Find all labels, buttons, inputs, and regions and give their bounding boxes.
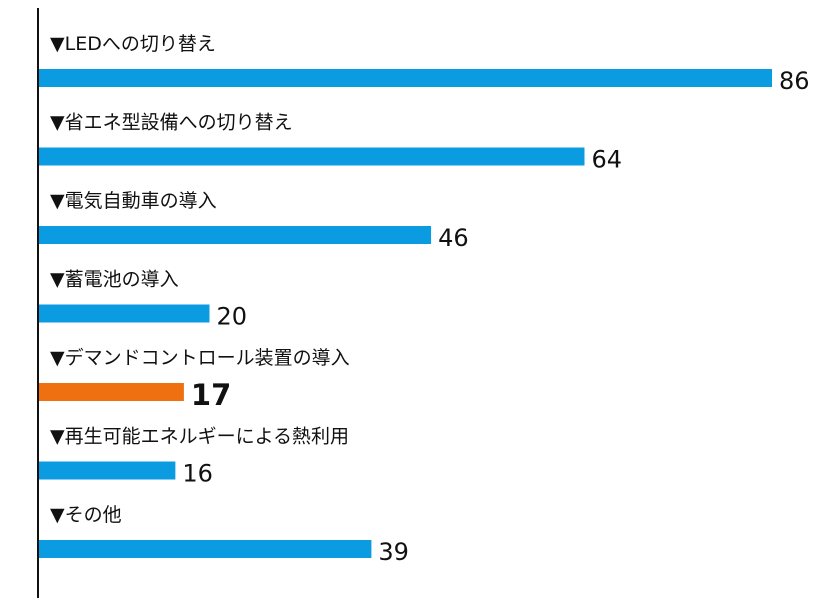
- category-label: ▼蓄電池の導入: [50, 269, 179, 291]
- bars-group: ▼LEDへの切り替え 86 ▼省エネ型設備への切り替え 64 ▼電気自動車の導入 46 ▼蓄…: [39, 33, 810, 566]
- value-label: 86: [779, 67, 810, 95]
- category-label: ▼省エネ型設備への切り替え: [50, 112, 293, 134]
- category-label: ▼電気自動車の導入: [50, 190, 217, 212]
- category-label: ▼再生可能エネルギーによる熱利用: [50, 426, 349, 448]
- value-label: 64: [591, 146, 622, 174]
- value-label: 20: [216, 303, 247, 331]
- value-label: 17: [191, 378, 231, 412]
- value-label: 16: [182, 460, 213, 488]
- value-label: 46: [438, 224, 469, 252]
- bar: [39, 69, 772, 87]
- bar-highlight: [39, 383, 184, 401]
- bar: [39, 461, 176, 480]
- bar: [39, 147, 585, 166]
- bar: [39, 304, 210, 323]
- category-label: ▼LEDへの切り替え: [50, 33, 216, 55]
- category-label: ▼その他: [50, 504, 122, 526]
- category-label: ▼デマンドコントロール装置の導入: [50, 347, 350, 369]
- value-label: 39: [378, 538, 409, 566]
- bar: [39, 226, 432, 244]
- bar: [39, 540, 372, 558]
